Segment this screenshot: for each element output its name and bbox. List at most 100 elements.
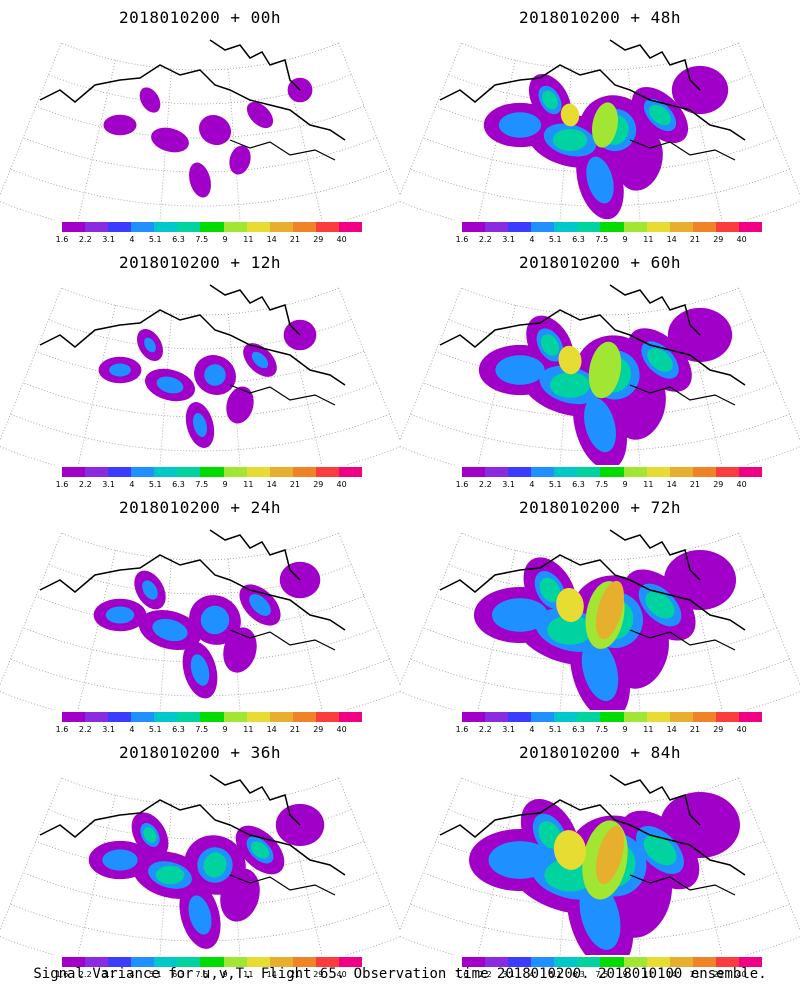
colorbar-swatch	[200, 222, 224, 232]
graticule-line	[423, 872, 777, 908]
graticule-line	[284, 305, 323, 465]
colorbar-labels: 1.6 2.2 3.1 4 5.1 6.3 7.5 9 11 14 21 29 40	[448, 725, 778, 737]
colorbar-swatch	[131, 222, 155, 232]
graticule-line	[159, 803, 173, 955]
colorbar-tick-label: 7.5	[195, 480, 209, 489]
colorbar-labels: 1.6 2.2 3.1 4 5.1 6.3 7.5 9 11 14 21 29 40	[448, 970, 778, 982]
graticule-line	[338, 42, 400, 197]
colorbar-swatch	[669, 222, 693, 232]
colorbar-swatch	[646, 467, 670, 477]
colorbar-swatch	[623, 222, 647, 232]
colorbar-labels: 1.6 2.2 3.1 4 5.1 6.3 7.5 9 11 14 21 29 40	[448, 235, 778, 247]
variance-contour	[591, 102, 619, 148]
graticule-line	[400, 532, 462, 687]
colorbar-swatch	[715, 712, 739, 722]
colorbar-tick-label: 6.3	[172, 480, 185, 489]
colorbar-tick-label: 7.5	[195, 235, 209, 244]
variance-contour	[151, 127, 189, 153]
colorbar-tick-label: 5.1	[148, 235, 162, 244]
graticule-line	[0, 446, 400, 465]
graticule-line	[477, 550, 516, 710]
colorbar-tick-label: 21	[689, 970, 701, 979]
graticule-line	[227, 68, 241, 220]
colorbar-tick-label: 3.1	[102, 480, 115, 489]
colorbar-tick-label: 5.1	[148, 725, 162, 734]
colorbar-swatch	[154, 957, 178, 967]
graticule-line	[77, 305, 116, 465]
coastline	[629, 874, 736, 896]
colorbar-swatch	[646, 957, 670, 967]
colorbar-swatch	[177, 222, 201, 232]
colorbar-swatch	[269, 467, 293, 477]
graticule-line	[338, 532, 400, 687]
graticule-line	[684, 550, 723, 710]
colorbar-tick-label: 29	[713, 480, 724, 489]
graticule-line	[284, 795, 323, 955]
colorbar	[462, 957, 763, 967]
colorbar-tick-label: 14	[266, 480, 277, 489]
colorbar-tick-label: 11	[643, 725, 654, 734]
colorbar-swatch	[554, 957, 578, 967]
colorbar-tick-label: 40	[336, 725, 347, 734]
colorbar-tick-label: 1.6	[455, 480, 469, 489]
coastline	[439, 799, 746, 876]
variance-contour	[552, 128, 588, 152]
variance-contour	[246, 101, 274, 129]
colorbar-tick-label: 6.3	[172, 235, 185, 244]
colorbar-tick-label: 29	[313, 725, 324, 734]
colorbar-tick-label: 1.6	[55, 480, 69, 489]
colorbar-swatch	[692, 712, 716, 722]
colorbar-swatch	[62, 222, 86, 232]
colorbar-tick-label: 4	[129, 970, 135, 979]
colorbar-swatch	[246, 467, 270, 477]
coastline	[209, 774, 301, 826]
graticule-line	[159, 558, 173, 710]
colorbar-swatch	[692, 467, 716, 477]
panel-title: 2018010200 + 36h	[118, 743, 282, 762]
variance-contour	[198, 114, 232, 146]
panel-12h: 2018010200 + 12h 1.6 2.2 3.1 4 5.1 6.3 7.5 9 11 1…	[0, 245, 400, 490]
colorbar-tick-label: 9	[622, 725, 628, 734]
colorbar-tick-label: 21	[289, 480, 301, 489]
colorbar-swatch	[531, 957, 555, 967]
variance-contour	[200, 605, 230, 635]
variance-contour	[249, 594, 271, 616]
graticule-line	[738, 532, 800, 687]
panel-84h: 2018010200 + 84h 1.6 2.2 3.1 4 5.1 6.3 7.5 9 11 1…	[400, 735, 800, 980]
coastline	[39, 64, 346, 141]
colorbar-tick-label: 40	[736, 725, 747, 734]
colorbar-swatch	[108, 222, 132, 232]
colorbar-tick-label: 9	[622, 970, 628, 979]
graticule-line	[410, 903, 790, 942]
coastline	[209, 529, 301, 581]
colorbar-tick-label: 14	[666, 725, 677, 734]
variance-contour	[581, 638, 619, 702]
graticule-line	[559, 313, 573, 465]
graticule-line	[159, 313, 173, 465]
colorbar-tick-label: 14	[666, 480, 677, 489]
variance-contour	[663, 549, 737, 611]
colorbar-tick-label: 21	[289, 235, 301, 244]
colorbar-tick-label: 11	[643, 480, 654, 489]
graticule-line	[410, 658, 790, 697]
variance-contour	[495, 355, 545, 385]
colorbar-tick-label: 3.1	[502, 725, 515, 734]
colorbar-swatch	[108, 467, 132, 477]
colorbar-tick-label: 29	[713, 235, 724, 244]
colorbar-tick-label: 2.2	[478, 235, 492, 244]
variance-map	[400, 529, 800, 710]
graticule-line	[227, 803, 241, 955]
figure-caption: Signal Variance for u,v,T. Flight 65. Ob…	[33, 966, 767, 982]
colorbar	[62, 222, 363, 232]
colorbar-swatch	[531, 712, 555, 722]
panel-title: 2018010200 + 48h	[518, 8, 682, 27]
graticule-line	[0, 777, 62, 932]
variance-contour	[156, 376, 184, 394]
coastline	[209, 284, 301, 336]
colorbar-swatch	[554, 467, 578, 477]
colorbar-tick-label: 1.6	[455, 235, 469, 244]
colorbar-tick-label: 14	[666, 235, 677, 244]
coastline	[609, 774, 701, 826]
graticule-line	[284, 60, 323, 220]
graticule-line	[0, 201, 400, 220]
